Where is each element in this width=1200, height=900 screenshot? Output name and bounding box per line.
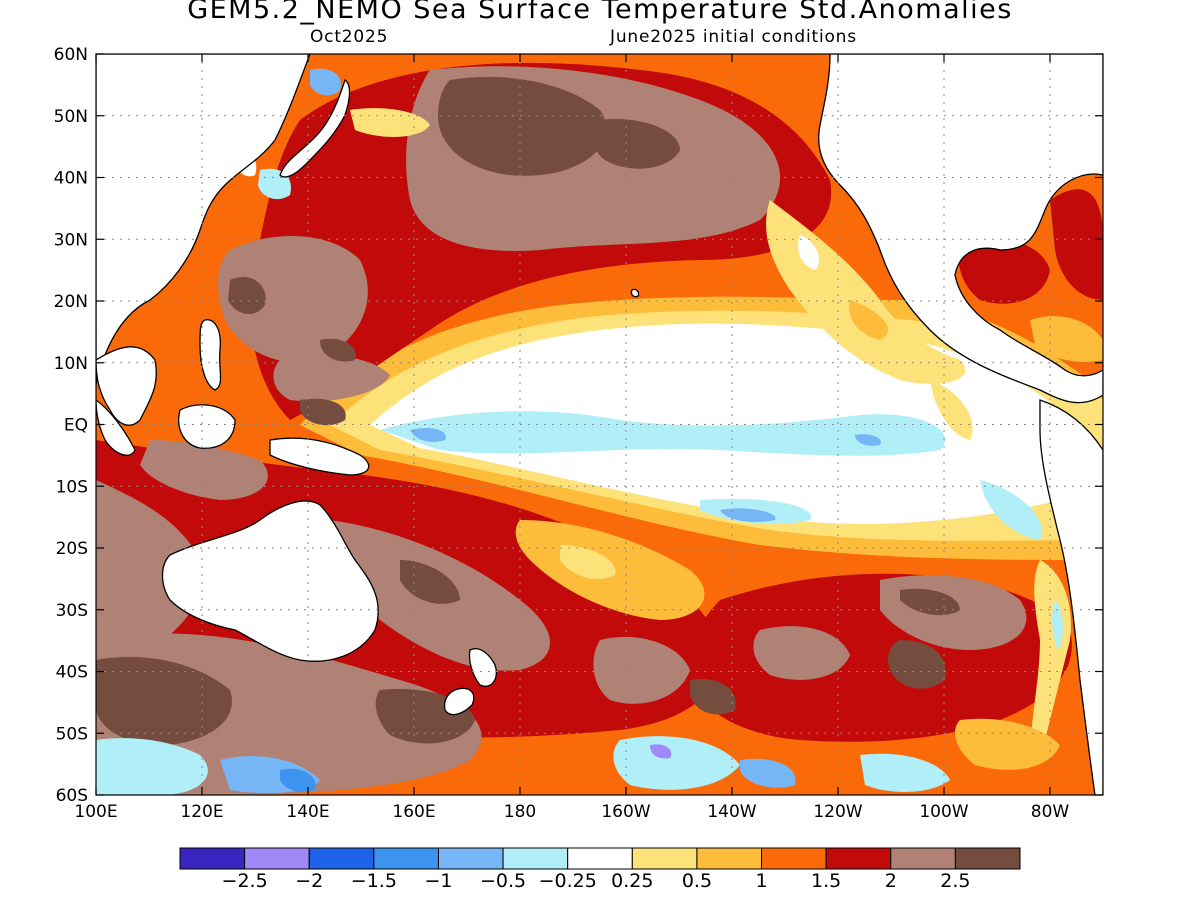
colorbar-swatch [825,847,892,870]
colorbar-swatch [179,847,246,870]
colorbar-swatch [244,847,310,870]
new-zealand-south-land [443,687,475,716]
longitude-axis: 100E 120E 140E 160E 180 160W 140W 120W 100W 80W [74,54,1069,822]
lat-tick-label: 10S [56,477,88,497]
lon-tick-label: 140E [286,802,329,822]
lon-tick-label: 80W [1031,802,1070,822]
lat-tick-label: 60N [54,45,88,65]
land-masses [96,54,1103,795]
lat-tick-label: 40N [54,169,88,189]
colorbar-label: −0.5 [479,870,527,892]
indochina-land [96,346,157,426]
colorbar-swatch [631,847,698,870]
colorbar-swatch [502,847,569,870]
colorbar-label: −0.25 [538,870,597,892]
map-title: GEM5.2_NEMO Sea Surface Temperature Std.… [187,0,1013,25]
lon-tick-label: 160W [601,802,650,822]
lat-tick-label: 20S [56,539,88,559]
colorbar-label: 1 [755,870,768,892]
lat-tick-label: 30N [54,230,88,250]
colorbar-label: 2 [884,870,897,892]
lat-tick-label: 60S [56,786,88,806]
sumatra-land [96,399,136,456]
lon-tick-label: 120W [813,802,862,822]
colorbar-label: 0.5 [681,870,713,892]
lat-tick-label: 10N [54,354,88,374]
new-guinea-land [269,437,370,476]
lon-tick-label: 160E [392,802,435,822]
lon-tick-label: 140W [707,802,756,822]
colorbar-label: −1 [424,870,453,892]
australia-land [161,500,379,662]
lat-tick-label: 40S [56,663,88,683]
lat-tick-label: 50N [54,107,88,127]
lat-tick-label: 20N [54,292,88,312]
hawaii-island [630,288,640,298]
colorbar-swatch [954,847,1021,870]
lat-tick-label: EQ [64,416,88,436]
lon-tick-label: 100W [919,802,968,822]
lon-tick-label: 180 [504,802,536,822]
lon-tick-label: 120E [180,802,223,822]
colorbar-label: 0.25 [611,870,654,892]
colorbar-label: −2.5 [221,870,268,892]
initial-conditions: June2025 initial conditions [610,27,857,47]
colorbar [179,847,1021,870]
lon-tick-label: 100E [74,802,117,822]
colorbar-swatch [696,847,763,870]
lat-tick-label: 50S [56,724,88,744]
colorbar-label: 1.5 [811,870,842,892]
borneo-land [178,404,236,449]
colorbar-label: −1.5 [350,870,397,892]
colorbar-swatch [761,847,827,870]
colorbar-swatch [567,847,633,870]
colorbar-swatch [373,847,439,870]
colorbar-swatch [890,847,956,870]
new-zealand-land [468,648,497,687]
latitude-axis: 60N 50N 40N 30N 20N 10N EQ 10S 20S 30S 40S 50S 60S [54,45,1103,806]
colorbar-label: 2.5 [940,870,971,892]
japan-land [279,78,351,178]
colorbar-swatch [308,847,375,870]
south-america-land [1039,399,1103,795]
philippines-land [199,319,222,391]
colorbar-label: −2 [295,870,324,892]
forecast-month: Oct2025 [310,27,389,47]
lat-lon-grid [96,54,1103,795]
lat-tick-label: 30S [56,601,88,621]
colorbar-swatch [437,847,504,870]
